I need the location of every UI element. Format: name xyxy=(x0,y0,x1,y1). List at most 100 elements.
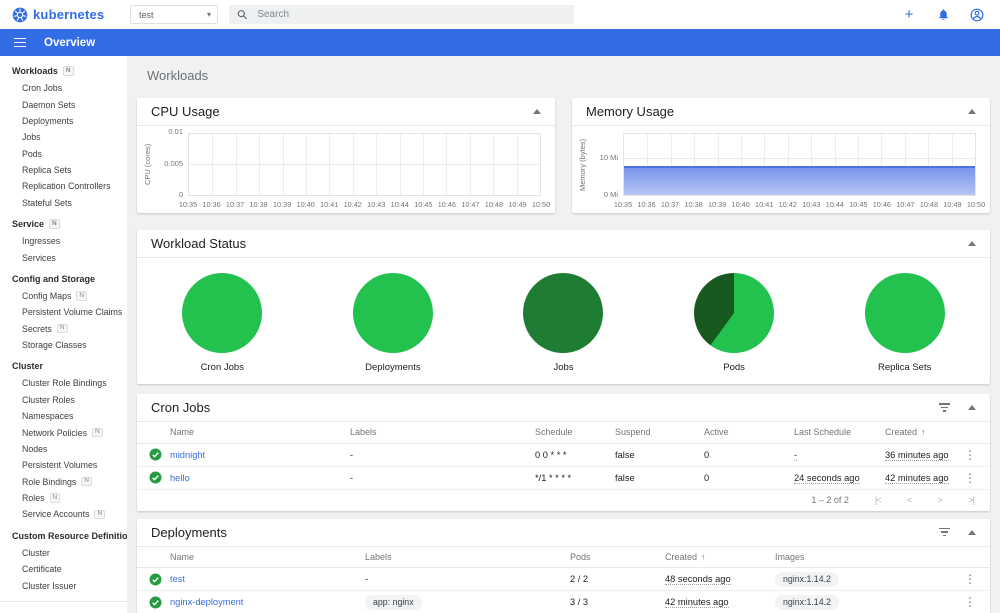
bell-icon xyxy=(938,9,948,20)
card-title: Workload Status xyxy=(151,236,247,251)
menu-toggle-button[interactable] xyxy=(14,37,26,48)
card-title: Cron Jobs xyxy=(151,400,211,415)
sidebar-item-stateful-sets[interactable]: Stateful Sets xyxy=(0,195,127,211)
column-header-active[interactable]: Active xyxy=(704,422,794,444)
sidebar-item-nodes[interactable]: Nodes xyxy=(0,441,127,457)
sidebar-item-label: Replication Controllers xyxy=(22,181,111,192)
previous-page-button[interactable]: < xyxy=(906,494,912,506)
relative-time: 48 seconds ago xyxy=(665,574,731,585)
x-tick-label: 10:38 xyxy=(249,200,268,209)
collapse-icon[interactable] xyxy=(968,529,976,535)
sidebar-item-service-accounts[interactable]: Service Accounts N xyxy=(0,506,127,522)
search-icon xyxy=(237,10,247,20)
sidebar-item-persistent-volume-claims[interactable]: Persistent Volume ClaimsN xyxy=(0,304,127,320)
collapse-icon[interactable] xyxy=(968,405,976,410)
column-header-name[interactable]: Name xyxy=(170,546,365,568)
x-tick-label: 10:37 xyxy=(225,200,245,209)
column-header-labels[interactable]: Labels xyxy=(350,422,535,444)
sidebar-item-cluster-role-bindings[interactable]: Cluster Role Bindings xyxy=(0,375,127,391)
search-bar[interactable] xyxy=(229,5,574,24)
row-menu-button[interactable]: ⋮ xyxy=(964,572,976,586)
kubernetes-logo[interactable]: kubernetes xyxy=(0,7,127,23)
sidebar-item-jobs[interactable]: Jobs xyxy=(0,129,127,145)
column-header-schedule[interactable]: Schedule xyxy=(535,422,615,444)
sidebar-item-config-maps[interactable]: Config Maps N xyxy=(0,288,127,304)
pie-chart xyxy=(523,273,604,353)
gridline xyxy=(881,134,883,195)
create-resource-button[interactable]: + xyxy=(900,6,918,24)
y-tick-label: 10 Mi xyxy=(599,152,618,162)
sidebar-item-secrets[interactable]: Secrets N xyxy=(0,321,127,337)
sidebar-item-services[interactable]: Services xyxy=(0,249,127,265)
search-input[interactable] xyxy=(257,9,566,20)
resource-link[interactable]: midnight xyxy=(170,449,206,460)
sidebar-item-cluster-roles[interactable]: Cluster Roles xyxy=(0,392,127,408)
sidebar-item-roles[interactable]: Roles N xyxy=(0,490,127,506)
column-header-labels[interactable]: Labels xyxy=(365,546,570,568)
sidebar-item-cluster-issuer[interactable]: Cluster Issuer xyxy=(0,577,127,593)
column-header-suspend[interactable]: Suspend xyxy=(615,422,704,444)
sidebar-item-persistent-volumes[interactable]: Persistent Volumes xyxy=(0,457,127,473)
next-page-button[interactable]: > xyxy=(937,494,942,506)
x-tick-label: 10:39 xyxy=(707,200,727,209)
column-header-created[interactable]: Created ↑ xyxy=(885,422,960,444)
table-row: nginx-deployment app: nginx 3 / 3 42 minute… xyxy=(137,590,990,613)
namespace-selector[interactable]: test ▾ xyxy=(130,5,218,24)
schedule-cell: 0 0 * * * xyxy=(535,443,615,467)
sidebar-item-label: Secrets xyxy=(22,323,52,334)
relative-time: 42 minutes ago xyxy=(665,597,729,608)
image-chip: nginx:1.14.2 xyxy=(775,594,839,610)
gridline xyxy=(189,163,540,165)
column-header-images[interactable]: Images xyxy=(775,546,960,568)
collapse-icon[interactable] xyxy=(533,109,541,114)
row-menu-button[interactable]: ⋮ xyxy=(964,595,976,609)
column-header-created[interactable]: Created ↑ xyxy=(665,546,775,568)
column-header-last-schedule[interactable]: Last Schedule xyxy=(794,422,885,444)
collapse-icon[interactable] xyxy=(968,109,976,114)
resource-link[interactable]: hello xyxy=(170,472,190,483)
column-header-name[interactable]: Name xyxy=(170,422,350,444)
top-toolbar: kubernetes test ▾ + xyxy=(0,0,1000,29)
resource-link[interactable]: test xyxy=(170,574,185,584)
filter-icon[interactable] xyxy=(939,527,950,537)
namespaced-badge: N xyxy=(76,291,88,301)
sidebar-item-storage-classes[interactable]: Storage Classes xyxy=(0,337,127,353)
relative-time: 36 minutes ago xyxy=(885,449,949,461)
active-cell: 0 xyxy=(704,466,794,490)
sidebar-item-certificate[interactable]: Certificate xyxy=(0,561,127,577)
sidebar-item-pods[interactable]: Pods xyxy=(0,146,127,162)
column-header-pods[interactable]: Pods xyxy=(570,546,665,568)
sidebar-item-label: Cluster xyxy=(22,547,50,558)
sidebar-item-cluster[interactable]: Cluster xyxy=(0,545,127,561)
sidebar-item-deployments[interactable]: Deployments xyxy=(0,113,127,129)
pie-label: Replica Sets xyxy=(878,362,932,373)
sidebar-item-settings[interactable]: Settings xyxy=(0,604,127,613)
x-tick-label: 10:43 xyxy=(802,200,821,209)
sidebar-item-label: Persistent Volume Claims xyxy=(22,307,123,318)
sidebar-item-namespaces[interactable]: Namespaces xyxy=(0,408,127,424)
row-menu-button[interactable]: ⋮ xyxy=(964,447,976,462)
x-tick-label: 10:37 xyxy=(660,200,680,209)
sidebar-item-label: Roles xyxy=(22,493,45,504)
filter-icon[interactable] xyxy=(939,403,950,412)
notifications-button[interactable] xyxy=(934,6,952,24)
sidebar-section-label: Service xyxy=(12,219,45,229)
x-tick-label: 10:49 xyxy=(943,200,962,209)
y-axis-label: Memory (bytes) xyxy=(578,138,587,191)
last-page-button[interactable]: >| xyxy=(967,494,975,506)
sidebar-item-role-bindings[interactable]: Role Bindings N xyxy=(0,474,127,490)
row-menu-button[interactable]: ⋮ xyxy=(964,470,976,485)
sidebar-item-daemon-sets[interactable]: Daemon Sets xyxy=(0,96,127,112)
collapse-icon[interactable] xyxy=(968,241,976,246)
sidebar-item-cron-jobs[interactable]: Cron Jobs xyxy=(0,80,127,96)
account-button[interactable] xyxy=(968,6,986,24)
sidebar-item-replica-sets[interactable]: Replica Sets xyxy=(0,162,127,178)
sidebar-item-network-policies[interactable]: Network Policies N xyxy=(0,424,127,440)
column-header-label: Last Schedule xyxy=(794,427,852,438)
y-tick-label: 0.005 xyxy=(164,158,183,168)
first-page-button[interactable]: |< xyxy=(874,494,882,506)
sidebar-item-ingresses[interactable]: Ingresses xyxy=(0,233,127,249)
sidebar-item-replication-controllers[interactable]: Replication Controllers xyxy=(0,178,127,194)
resource-link[interactable]: nginx-deployment xyxy=(170,597,244,607)
